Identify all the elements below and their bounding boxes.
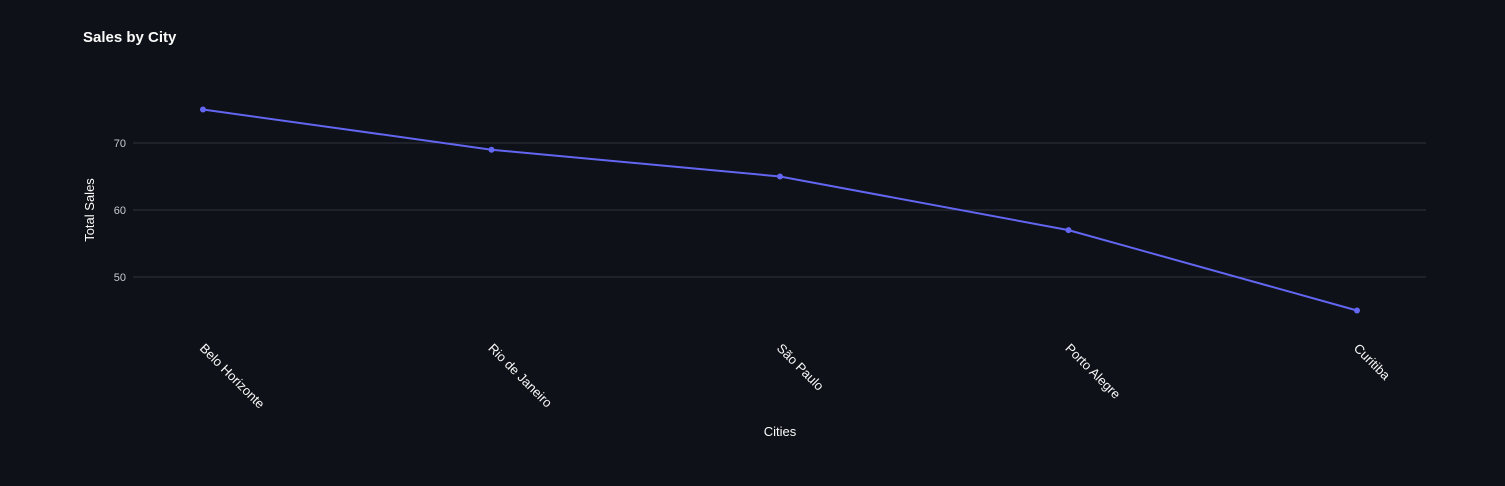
data-point[interactable] (777, 173, 783, 180)
y-axis-ticks: 50 60 70 (114, 138, 126, 284)
y-tick-label: 60 (114, 205, 126, 217)
x-axis-ticks: Belo Horizonte Rio de Janeiro São Paulo Por… (197, 341, 1394, 412)
y-axis-title: Total Sales (82, 178, 97, 242)
series-group (200, 106, 1360, 314)
x-axis-title: Cities (764, 424, 797, 439)
y-tick-label: 70 (114, 138, 126, 150)
x-tick-label: São Paulo (774, 341, 827, 394)
x-tick-label: Curitiba (1351, 341, 1394, 384)
gridlines (133, 142, 1426, 278)
y-tick-label: 50 (114, 272, 126, 284)
data-point[interactable] (488, 146, 495, 153)
x-tick-label: Rio de Janeiro (485, 341, 555, 411)
data-point[interactable] (200, 106, 206, 113)
chart-title: Sales by City (83, 29, 177, 46)
x-tick-label: Belo Horizonte (197, 341, 268, 412)
data-point[interactable] (1065, 227, 1072, 234)
data-point[interactable] (1354, 307, 1360, 314)
x-tick-label: Porto Alegre (1062, 341, 1123, 402)
